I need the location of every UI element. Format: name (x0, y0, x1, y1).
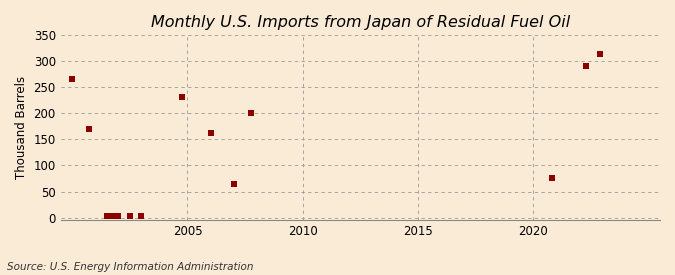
Point (595, 51, 605, 56)
Point (67, 76, 78, 81)
Point (107, 214, 118, 219)
Point (546, 176, 557, 181)
Point (580, 64, 591, 68)
Point (113, 214, 124, 219)
Point (84, 127, 95, 131)
Point (246, 111, 256, 116)
Y-axis label: Thousand Barrels: Thousand Barrels (15, 76, 28, 179)
Point (176, 95, 187, 99)
Text: Source: U.S. Energy Information Administration: Source: U.S. Energy Information Administ… (7, 262, 253, 272)
Point (124, 214, 135, 219)
Title: Monthly U.S. Imports from Japan of Residual Fuel Oil: Monthly U.S. Imports from Japan of Resid… (151, 15, 570, 30)
Point (205, 130, 216, 135)
Point (228, 182, 239, 186)
Point (136, 214, 146, 219)
Point (101, 214, 112, 219)
